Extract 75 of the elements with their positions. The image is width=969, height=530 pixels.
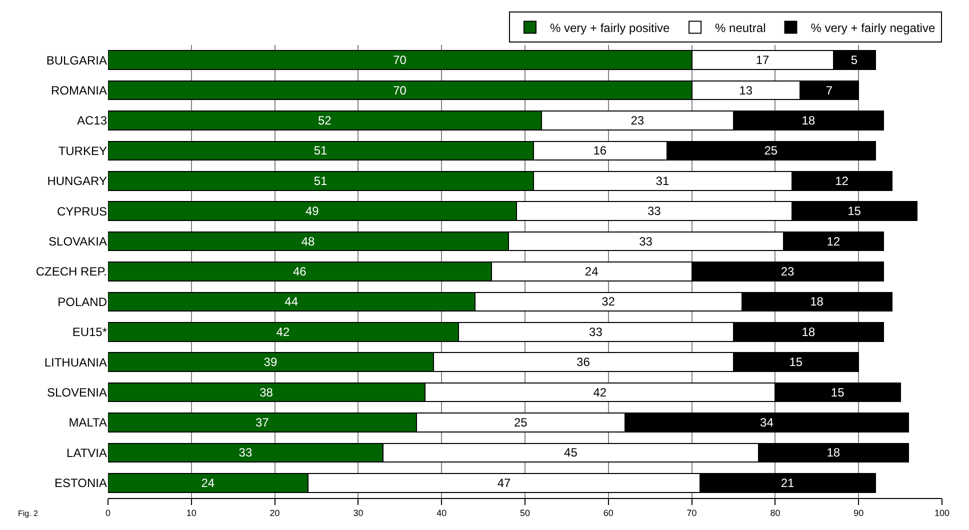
data-label: 5 bbox=[850, 53, 858, 68]
data-label: 42 bbox=[276, 324, 290, 339]
y-tick-label: LITHUANIA bbox=[44, 355, 107, 370]
data-label: 49 bbox=[305, 204, 320, 218]
data-label: 39 bbox=[264, 355, 278, 370]
x-tick-label: 70 bbox=[686, 508, 697, 518]
x-tick-label: 60 bbox=[603, 508, 614, 518]
data-label: 25 bbox=[764, 144, 778, 158]
data-label: 17 bbox=[756, 53, 770, 68]
data-label: 34 bbox=[760, 416, 774, 430]
x-tick-label: 100 bbox=[934, 508, 950, 518]
data-label: 44 bbox=[284, 294, 298, 309]
data-label: 15 bbox=[848, 204, 862, 218]
data-label: 12 bbox=[826, 234, 840, 248]
data-label: 33 bbox=[238, 446, 252, 460]
y-tick-label: HUNGARY bbox=[47, 174, 107, 188]
data-label: 32 bbox=[602, 294, 616, 309]
data-label: 70 bbox=[393, 83, 407, 98]
data-label: 24 bbox=[584, 264, 599, 278]
y-tick-label: SLOVENIA bbox=[46, 386, 107, 400]
x-tick-label: 50 bbox=[520, 508, 530, 518]
data-label: 42 bbox=[593, 385, 607, 400]
data-label: 48 bbox=[301, 234, 315, 248]
x-tick-label: 40 bbox=[436, 508, 447, 518]
data-label: 51 bbox=[314, 174, 328, 188]
legend-label: % neutral bbox=[715, 20, 766, 35]
data-label: 38 bbox=[260, 385, 274, 400]
data-label: 15 bbox=[830, 385, 845, 400]
legend-label: % very + fairly positive bbox=[550, 20, 670, 35]
y-tick-label: ESTONIA bbox=[54, 476, 107, 490]
data-label: 18 bbox=[826, 446, 840, 460]
data-label: 47 bbox=[497, 476, 511, 490]
data-label: 21 bbox=[780, 476, 795, 490]
data-label: 15 bbox=[789, 355, 803, 370]
y-tick-label: TURKEY bbox=[58, 144, 107, 158]
data-label: 45 bbox=[564, 446, 578, 460]
data-label: 18 bbox=[802, 324, 816, 339]
data-label: 37 bbox=[255, 416, 270, 430]
data-label: 18 bbox=[802, 114, 816, 128]
data-label: 31 bbox=[656, 174, 670, 188]
x-tick-label: 90 bbox=[854, 508, 864, 518]
data-label: 16 bbox=[593, 144, 607, 158]
data-label: 24 bbox=[201, 476, 215, 490]
data-label: 51 bbox=[314, 144, 328, 158]
y-tick-label: CYPRUS bbox=[56, 204, 107, 218]
y-tick-label: LATVIA bbox=[66, 446, 107, 460]
x-tick-label: 30 bbox=[353, 508, 364, 518]
legend-label: % very + fairly negative bbox=[810, 20, 936, 35]
y-tick-label: SLOVAKIA bbox=[48, 234, 107, 248]
x-tick-label: 10 bbox=[186, 508, 196, 518]
data-label: 33 bbox=[647, 204, 662, 218]
x-tick-label: 20 bbox=[270, 508, 280, 518]
data-label: 12 bbox=[835, 174, 849, 188]
data-label: 18 bbox=[810, 294, 824, 309]
y-tick-label: AC13 bbox=[76, 114, 108, 128]
caption: Fig. 2 bbox=[18, 509, 39, 518]
y-tick-label: ROMANIA bbox=[50, 84, 107, 98]
data-label: 13 bbox=[739, 83, 753, 98]
data-label: 23 bbox=[630, 114, 644, 128]
data-label: 23 bbox=[780, 264, 795, 278]
y-tick-label: EU15* bbox=[72, 325, 108, 340]
data-label: 52 bbox=[318, 114, 332, 128]
data-label: 70 bbox=[393, 53, 407, 68]
y-tick-label: CZECH REP. bbox=[36, 264, 107, 279]
data-label: 7 bbox=[826, 83, 833, 98]
data-label: 33 bbox=[639, 234, 653, 248]
y-tick-label: BULGARIA bbox=[46, 53, 107, 68]
x-tick-label: 80 bbox=[770, 508, 780, 518]
data-label: 33 bbox=[589, 324, 603, 339]
data-label: 36 bbox=[576, 355, 590, 370]
data-label: 25 bbox=[514, 416, 528, 430]
y-tick-label: MALTA bbox=[68, 416, 107, 430]
data-label: 46 bbox=[292, 264, 307, 278]
y-tick-label: POLAND bbox=[58, 294, 108, 309]
x-tick-label: 0 bbox=[105, 508, 111, 518]
